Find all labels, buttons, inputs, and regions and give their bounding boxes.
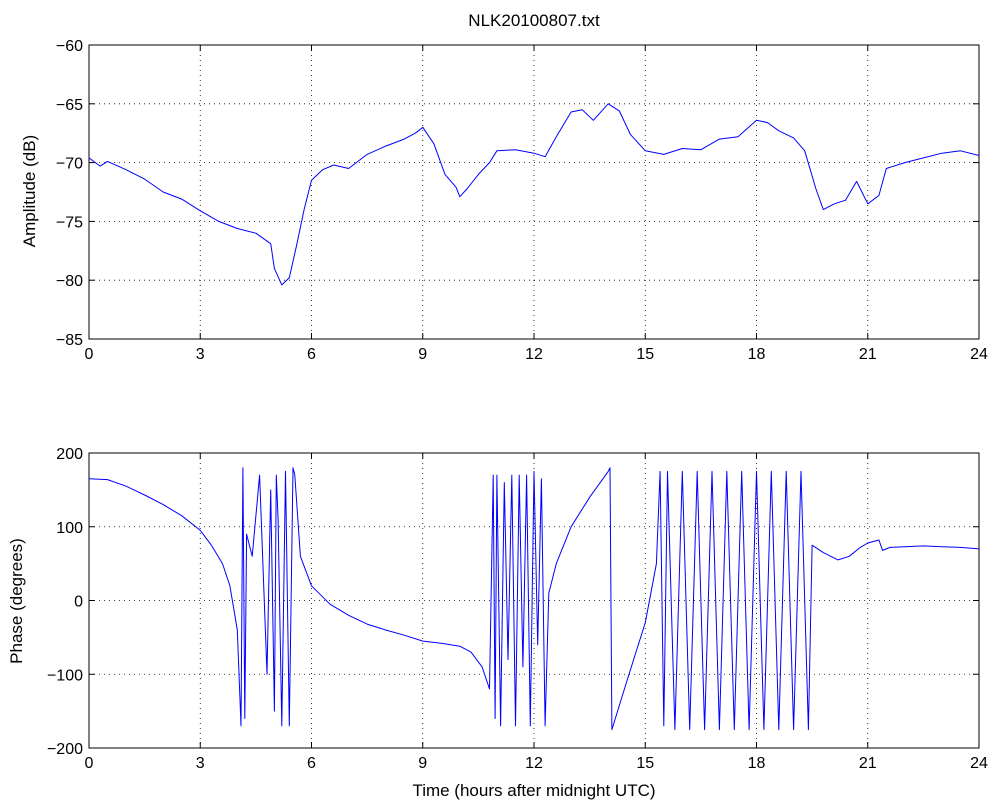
phase-x-tick-label: 15	[636, 755, 654, 772]
phase-x-tick-label: 6	[307, 755, 316, 772]
amplitude-y-tick-label: −60	[56, 38, 83, 55]
amplitude-y-tick-label: −85	[56, 332, 83, 349]
phase-y-tick-label: 100	[56, 520, 83, 537]
amplitude-axes: 0 3 6 9 12 15 18 21 24 −85 −80 −75 −70 −65 −60 Amplitud…	[20, 38, 988, 363]
phase-xlabel: Time (hours after midnight UTC)	[412, 781, 655, 800]
amplitude-series-line	[88, 103, 980, 286]
phase-series-line	[88, 467, 980, 731]
phase-x-tick-label: 24	[970, 755, 988, 772]
amplitude-ylabel: Amplitude (dB)	[20, 135, 39, 247]
phase-x-tick-label: 0	[85, 755, 94, 772]
amplitude-y-tick-label: −80	[56, 273, 83, 290]
figure-title: NLK20100807.txt	[468, 11, 600, 30]
amplitude-x-tick-label: 9	[418, 346, 427, 363]
phase-x-tick-label: 9	[418, 755, 427, 772]
amplitude-plot-area	[88, 44, 980, 340]
amplitude-x-tick-label: 24	[970, 346, 988, 363]
phase-x-tick-label: 12	[525, 755, 543, 772]
amplitude-x-tick-label: 12	[525, 346, 543, 363]
phase-ylabel: Phase (degrees)	[7, 538, 26, 664]
amplitude-y-tick-label: −75	[56, 214, 83, 231]
amplitude-y-tick-label: −65	[56, 97, 83, 114]
phase-x-tick-label: 18	[748, 755, 766, 772]
amplitude-x-tick-label: 6	[307, 346, 316, 363]
amplitude-x-tick-label: 15	[636, 346, 654, 363]
phase-x-tick-label: 21	[859, 755, 877, 772]
amplitude-x-tick-label: 18	[748, 346, 766, 363]
phase-y-tick-label: 200	[56, 446, 83, 463]
phase-x-tick-label: 3	[196, 755, 205, 772]
phase-axes: 0 3 6 9 12 15 18 21 24 −200 −100 0 100 200 Phase (degr…	[7, 446, 988, 800]
amplitude-x-tick-label: 21	[859, 346, 877, 363]
amplitude-x-tick-label: 3	[196, 346, 205, 363]
amplitude-y-tick-label: −70	[56, 156, 83, 173]
phase-y-tick-label: 0	[74, 594, 83, 611]
phase-y-tick-label: −100	[47, 667, 83, 684]
phase-y-tick-label: −200	[47, 741, 83, 758]
amplitude-x-tick-label: 0	[85, 346, 94, 363]
